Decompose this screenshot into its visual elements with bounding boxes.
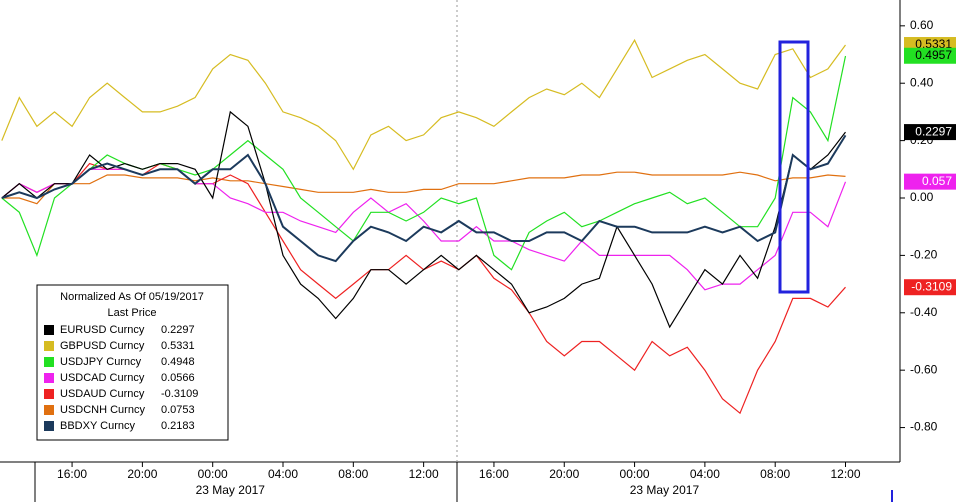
legend-label: USDCNH Curncy — [60, 404, 145, 416]
series-line — [1, 38, 846, 171]
value-tag — [904, 279, 956, 296]
legend-swatch — [44, 421, 54, 431]
legend-title: Normalized As Of 05/19/2017 — [60, 291, 204, 303]
legend-swatch — [44, 357, 54, 367]
legend-value: 0.4948 — [161, 356, 195, 368]
x-tick-label: 00:00 — [620, 467, 650, 481]
x-tick-label: 16:00 — [479, 467, 509, 481]
plot — [1, 38, 847, 415]
y-tick-label: 0.40 — [910, 75, 934, 89]
legend-value: 0.0753 — [161, 404, 195, 416]
x-tick-label: 04:00 — [268, 467, 298, 481]
x-tick-label: 04:00 — [690, 467, 720, 481]
legend-swatch — [44, 405, 54, 415]
x-tick-label: 12:00 — [409, 467, 439, 481]
value-tag — [904, 124, 956, 141]
legend-swatch — [44, 389, 54, 399]
x-tick-label: 20:00 — [549, 467, 579, 481]
legend-value: 0.0566 — [161, 372, 195, 384]
legend-value: -0.3109 — [161, 388, 198, 400]
y-tick-label: 0.00 — [910, 190, 934, 204]
x-tick-label: 12:00 — [830, 467, 860, 481]
legend-subtitle: Last Price — [108, 307, 157, 319]
x-tick-label: 08:00 — [338, 467, 368, 481]
series-line — [1, 110, 846, 329]
value-tag-label: 0.5331 — [915, 37, 952, 51]
highlight-box — [778, 40, 810, 294]
x-tick-label: 08:00 — [760, 467, 790, 481]
value-tag — [904, 173, 956, 190]
legend-value: 0.5331 — [161, 340, 195, 352]
legend-label: BBDXY Curncy — [60, 420, 135, 432]
series-line — [1, 171, 846, 205]
legend-box — [36, 284, 229, 441]
legend-swatch — [44, 325, 54, 335]
x-tick-label: 16:00 — [57, 467, 87, 481]
legend: Normalized As Of 05/19/2017 Last Price E… — [36, 284, 229, 441]
x-tick-label: 00:00 — [198, 467, 228, 481]
y-tick-label: -0.80 — [910, 420, 938, 434]
legend-value: 0.2297 — [161, 324, 195, 336]
legend-swatch — [44, 341, 54, 351]
legend-value: 0.2183 — [161, 420, 195, 432]
legend-label: USDJPY Curncy — [60, 356, 142, 368]
value-tag — [904, 47, 956, 64]
y-tick-label: -0.40 — [910, 305, 938, 319]
legend-label: EURUSD Curncy — [60, 324, 145, 336]
legend-label: GBPUSD Curncy — [60, 340, 145, 352]
y-tick-label: -0.20 — [910, 248, 938, 262]
date-label: 23 May 2017 — [630, 483, 700, 497]
value-tag-label: 0.2297 — [915, 124, 952, 138]
date-label: 23 May 2017 — [196, 483, 266, 497]
series-line — [1, 134, 847, 263]
y-tick-label: 0.60 — [910, 18, 934, 32]
x-tick-label: 20:00 — [127, 467, 157, 481]
value-tag-label: 0.057 — [922, 174, 952, 188]
value-tag-label: 0.4957 — [915, 48, 952, 62]
y-tick-label: -0.60 — [910, 362, 938, 376]
legend-label: USDAUD Curncy — [60, 388, 145, 400]
legend-swatch — [44, 373, 54, 383]
legend-label: USDCAD Curncy — [60, 372, 145, 384]
value-tag-label: -0.3109 — [911, 279, 952, 293]
